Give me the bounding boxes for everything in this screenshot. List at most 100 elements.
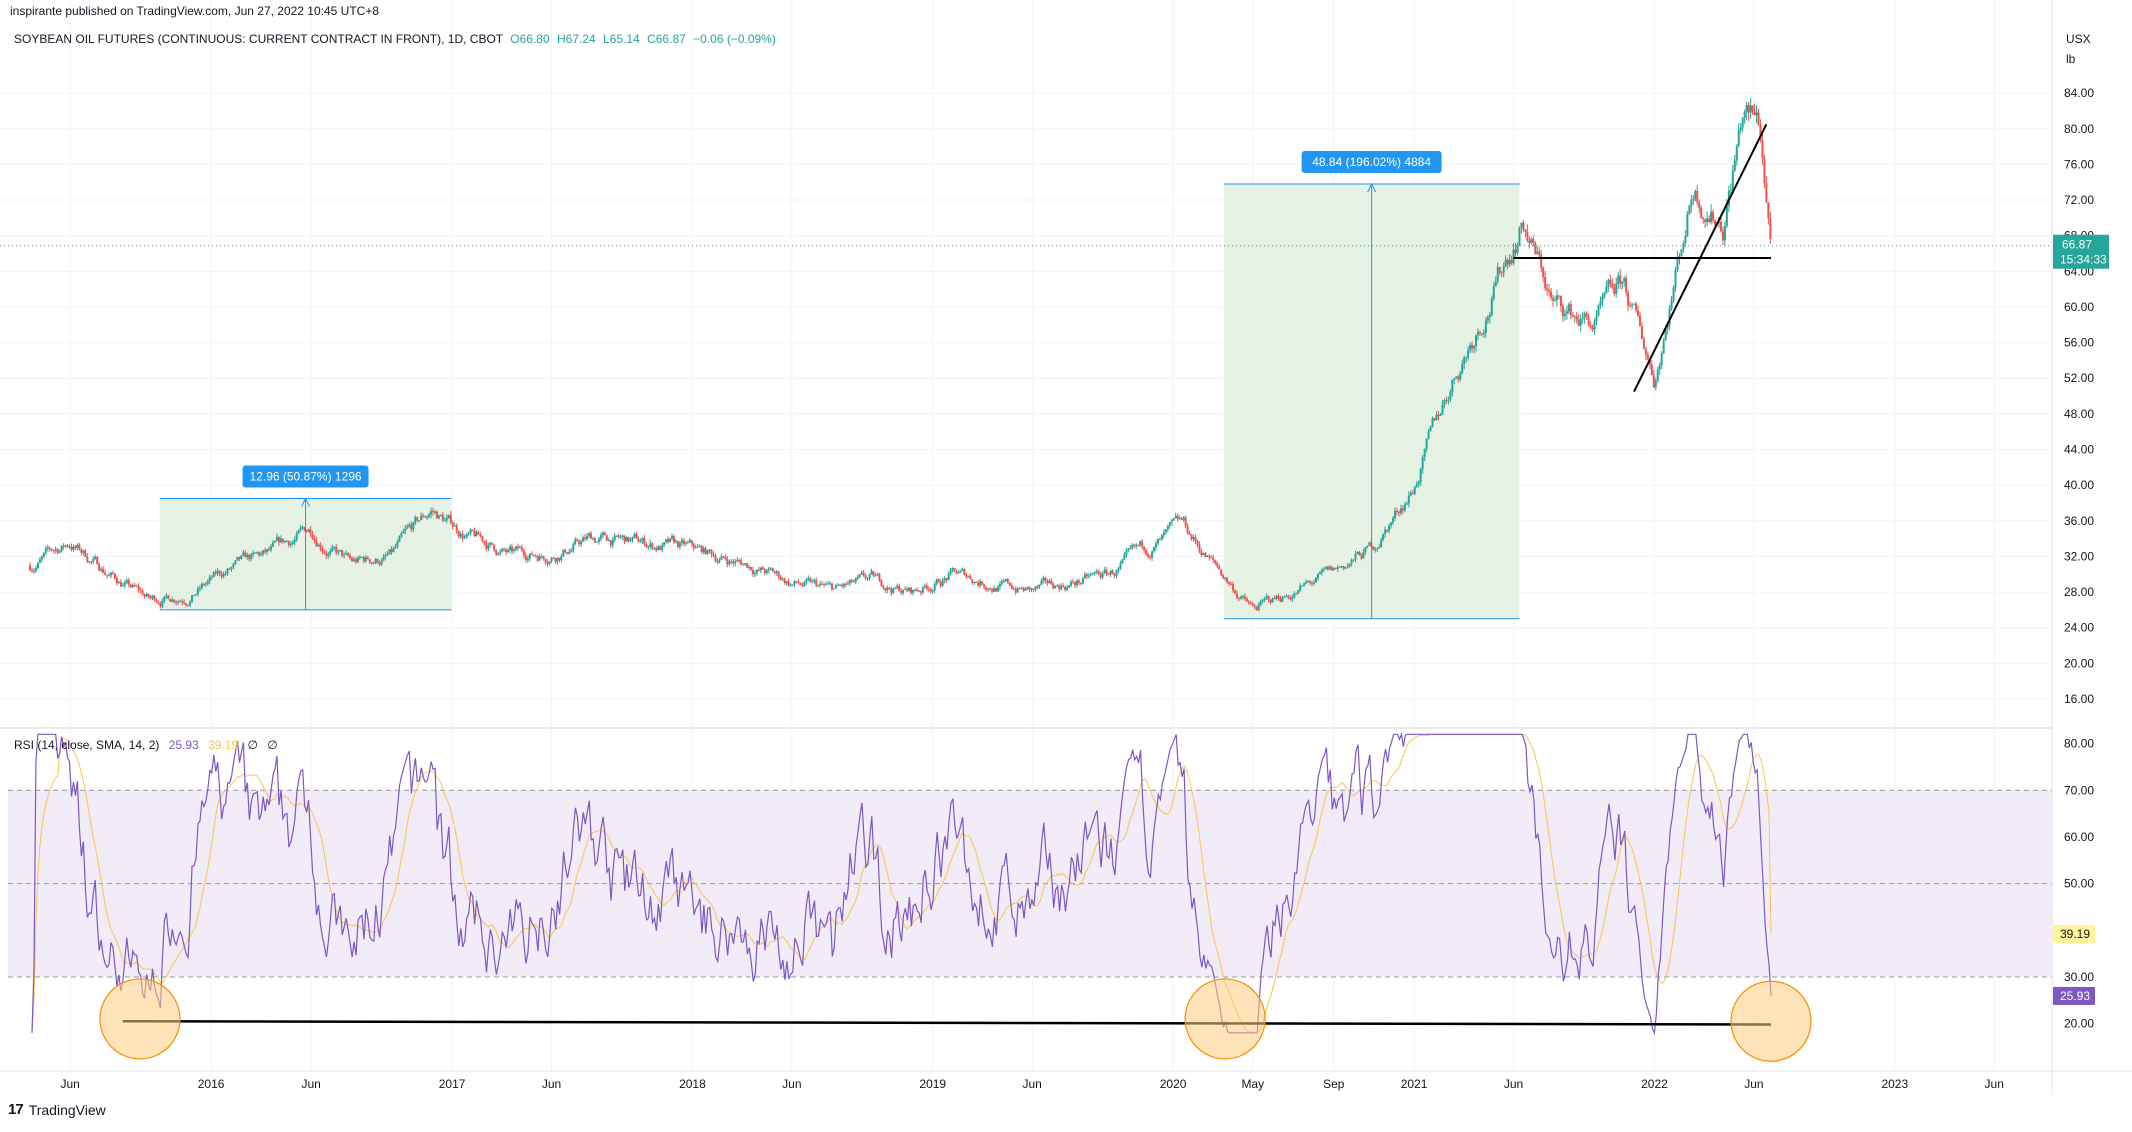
price-candle xyxy=(74,546,77,548)
time-tick-label: Jun xyxy=(60,1077,79,1091)
price-candle xyxy=(1461,364,1464,373)
time-tick-label: 2023 xyxy=(1881,1077,1908,1091)
price-candle xyxy=(588,533,591,537)
price-candle xyxy=(1548,290,1551,292)
price-candle xyxy=(171,599,174,602)
price-candle xyxy=(32,570,35,572)
price-candle xyxy=(1710,211,1713,223)
price-candle xyxy=(558,557,561,561)
price-candle xyxy=(471,529,474,531)
price-candle xyxy=(129,584,132,588)
price-candle xyxy=(1682,243,1685,250)
price-candle xyxy=(1538,251,1541,255)
price-candle xyxy=(769,568,772,570)
price-candle xyxy=(1765,183,1768,203)
price-candle xyxy=(151,595,154,599)
price-candle xyxy=(720,556,723,560)
price-candle xyxy=(1176,515,1179,520)
price-candle xyxy=(1386,529,1389,532)
price-candle xyxy=(1014,589,1017,593)
price-candle xyxy=(532,554,535,556)
brand-footer[interactable]: 17 TradingView xyxy=(8,1101,106,1118)
price-candle xyxy=(1532,238,1535,243)
price-candle xyxy=(520,547,523,551)
price-candle xyxy=(1613,287,1616,294)
price-tick-label: 72.00 xyxy=(2064,193,2094,207)
price-candle xyxy=(1151,551,1154,558)
price-tick-label: 52.00 xyxy=(2064,371,2094,385)
price-candle xyxy=(1226,577,1229,583)
price-candle xyxy=(1457,376,1460,380)
price-candle xyxy=(1162,532,1165,535)
price-candle xyxy=(135,585,138,587)
price-candle xyxy=(1196,540,1199,545)
price-candle xyxy=(963,568,966,575)
price-candle xyxy=(1571,314,1574,317)
rsi-title[interactable]: RSI (14, close, SMA, 14, 2) xyxy=(14,738,160,752)
price-candle xyxy=(688,540,691,543)
price-candle xyxy=(1431,418,1434,427)
price-candle xyxy=(266,549,269,552)
price-candle xyxy=(1249,603,1252,605)
price-candle xyxy=(1077,580,1080,583)
price-candle xyxy=(271,542,274,547)
price-candle xyxy=(283,541,286,543)
price-candle xyxy=(90,561,93,563)
price-candle xyxy=(1052,583,1055,589)
time-tick-label: Jun xyxy=(1023,1077,1042,1091)
price-candle xyxy=(368,559,371,563)
price-candle xyxy=(1044,577,1047,581)
price-candle xyxy=(1516,245,1519,253)
price-candle xyxy=(1506,259,1509,265)
price-candle xyxy=(1160,534,1163,540)
measure-label: 12.96 (50.87%) 1296 xyxy=(250,470,362,484)
price-candle xyxy=(1340,566,1343,568)
tradingview-logo-icon: 17 xyxy=(8,1101,24,1118)
price-candle xyxy=(1113,574,1116,576)
price-candle xyxy=(866,578,869,580)
price-candle xyxy=(1070,581,1073,586)
price-candle xyxy=(1263,597,1266,601)
price-candle xyxy=(1139,541,1142,546)
price-candle xyxy=(913,589,916,591)
rsi-tick-label: 60.00 xyxy=(2064,830,2094,844)
measure-arrow-head xyxy=(1367,182,1377,193)
price-candle xyxy=(1394,510,1397,519)
price-candle xyxy=(921,586,924,593)
price-candle xyxy=(1309,581,1312,583)
price-candle xyxy=(428,514,431,517)
trend-lines xyxy=(0,123,2052,393)
price-candle xyxy=(161,601,164,607)
price-candle xyxy=(1502,266,1505,273)
rsi-legend-extra2: ∅ xyxy=(267,738,278,752)
price-candle xyxy=(242,552,245,556)
price-candle xyxy=(289,544,292,546)
price-candle xyxy=(1510,259,1513,264)
price-candle xyxy=(1316,574,1319,578)
price-candle xyxy=(1143,546,1146,551)
price-candle xyxy=(1202,552,1205,555)
price-candle xyxy=(1581,317,1584,320)
price-candle xyxy=(759,567,762,571)
price-candle xyxy=(1662,340,1665,354)
price-candle xyxy=(1364,547,1367,553)
price-candle xyxy=(131,585,134,588)
price-candle xyxy=(572,544,575,551)
price-candle xyxy=(1293,593,1296,598)
price-candle xyxy=(216,571,219,574)
price-candle xyxy=(418,520,421,522)
price-candle xyxy=(56,549,59,553)
price-candle xyxy=(947,574,950,580)
price-candle xyxy=(384,554,387,557)
price-candle xyxy=(823,584,826,586)
price-candle xyxy=(574,539,577,545)
price-candle xyxy=(1465,357,1468,359)
symbol-name[interactable]: SOYBEAN OIL FUTURES (CONTINUOUS: CURRENT… xyxy=(14,32,503,46)
price-candle xyxy=(410,524,413,530)
price-candle xyxy=(111,572,114,574)
price-candle xyxy=(726,559,729,565)
price-candle xyxy=(959,570,962,573)
price-candle xyxy=(1097,571,1100,575)
rsi-tick-label: 70.00 xyxy=(2064,783,2094,797)
